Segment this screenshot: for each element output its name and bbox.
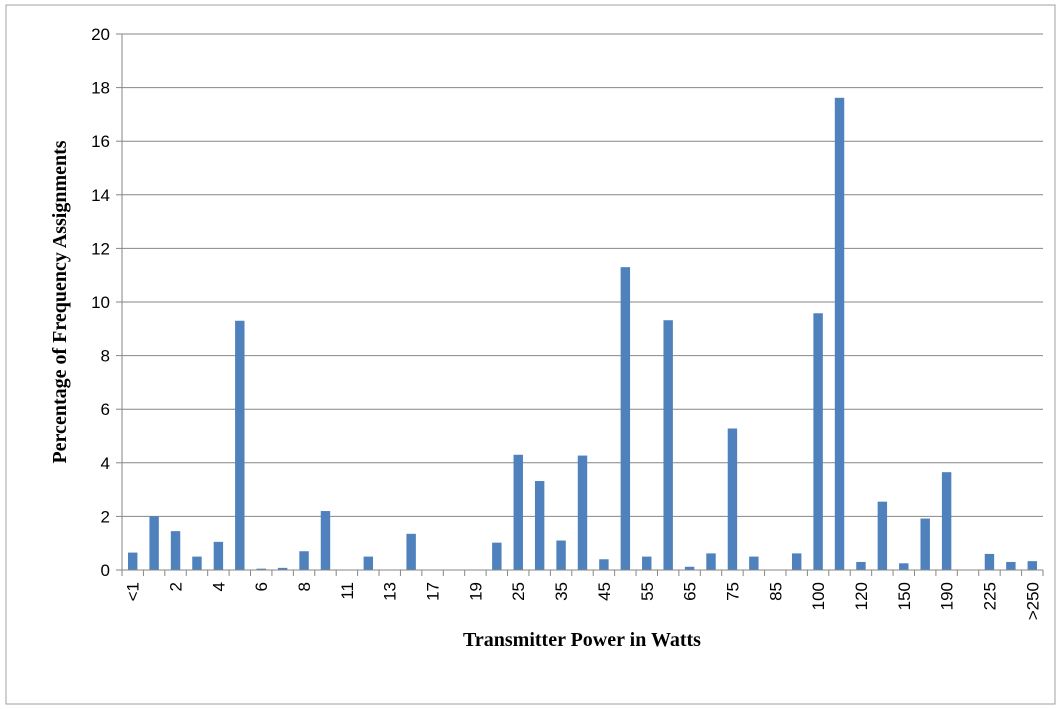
x-tick-label: 17 <box>424 582 443 601</box>
bar <box>256 568 266 570</box>
bar <box>406 533 416 570</box>
x-tick-label: 100 <box>809 582 828 610</box>
bar <box>749 556 759 570</box>
bar <box>877 501 888 570</box>
y-tick-label: 14 <box>91 186 110 205</box>
y-tick-label: 18 <box>91 79 110 98</box>
bar <box>170 531 181 570</box>
y-tick-label: 2 <box>101 507 110 526</box>
bar <box>684 566 695 570</box>
bar <box>320 511 331 570</box>
bar <box>277 567 288 570</box>
y-axis-label: Percentage of Frequency Assignments <box>49 140 71 463</box>
bar <box>642 556 652 570</box>
x-tick-label: 35 <box>552 582 571 601</box>
bar <box>727 428 738 570</box>
bar <box>663 320 673 570</box>
x-tick-label: 190 <box>938 582 957 610</box>
x-tick-label: 225 <box>980 582 999 610</box>
bar <box>513 454 523 570</box>
x-tick-label: 55 <box>638 582 657 601</box>
bar <box>941 472 952 570</box>
bar <box>213 541 224 570</box>
x-tick-label: 4 <box>209 582 228 591</box>
x-tick-label: 2 <box>167 582 186 591</box>
x-tick-label: 120 <box>852 582 871 610</box>
y-tick-label: 10 <box>91 293 110 312</box>
bar <box>127 552 138 570</box>
bar <box>577 455 588 570</box>
y-tick-label: 20 <box>91 25 110 44</box>
x-tick-label: 6 <box>252 582 271 591</box>
x-tick-label: 13 <box>381 582 400 601</box>
bar <box>363 556 374 570</box>
x-tick-label: 150 <box>895 582 914 610</box>
x-tick-label: <1 <box>124 582 143 601</box>
bar <box>235 320 245 570</box>
bar <box>556 540 566 570</box>
y-tick-label: 4 <box>101 454 110 473</box>
x-tick-label: 85 <box>766 582 785 601</box>
x-tick-label: 45 <box>595 582 614 601</box>
bar <box>620 267 631 570</box>
bar <box>984 553 995 570</box>
x-tick-label: 25 <box>509 582 528 601</box>
y-tick-label: 16 <box>91 132 110 151</box>
y-tick-label: 8 <box>101 347 110 366</box>
x-tick-label: 65 <box>681 582 700 601</box>
y-tick-label: 0 <box>101 561 110 580</box>
bar <box>492 542 502 570</box>
y-tick-label: 12 <box>91 239 110 258</box>
chart-border <box>5 4 1056 705</box>
bar <box>599 559 609 570</box>
bar <box>813 313 823 570</box>
bar <box>534 481 545 570</box>
bar <box>299 551 309 570</box>
bar <box>899 563 909 570</box>
bar <box>1006 561 1016 570</box>
bar <box>706 553 716 570</box>
bar <box>1027 561 1038 570</box>
bar <box>920 518 930 570</box>
bar <box>856 561 866 570</box>
x-tick-label: 75 <box>723 582 742 601</box>
x-tick-label: 19 <box>466 582 485 601</box>
x-tick-label: 11 <box>338 582 357 600</box>
x-tick-label: 8 <box>295 582 314 591</box>
bar <box>192 556 202 570</box>
x-axis-label: Transmitter Power in Watts <box>463 629 701 651</box>
bar <box>149 516 159 570</box>
y-tick-label: 6 <box>101 400 110 419</box>
bar <box>791 553 802 570</box>
bar <box>834 97 845 570</box>
x-tick-label: >250 <box>1023 582 1042 620</box>
